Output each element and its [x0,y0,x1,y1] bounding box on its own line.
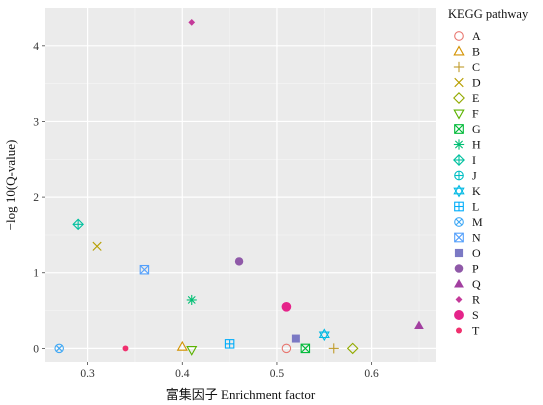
legend-label: E [472,91,479,105]
legend-key-f [453,109,465,120]
legend-label: K [472,184,481,198]
x-axis-title: 富集因子 Enrichment factor [166,387,316,402]
y-tick-label: 2 [33,192,39,204]
grid-major [45,8,436,362]
legend-key-n [454,232,464,243]
data-point-t [122,345,129,352]
data-point-l [224,339,235,349]
legend-item-d: D [454,76,481,90]
legend-key-e [453,92,465,104]
legend-label: B [472,45,480,59]
legend-item-i: I [453,153,476,167]
legend-label: G [472,122,481,136]
grid-minor [45,8,436,362]
legend-label: N [472,231,481,245]
legend-key-a [454,31,464,41]
legend-label: M [472,215,483,229]
data-point-b [176,340,188,351]
x-tick-label: 0.4 [175,368,190,380]
legend-label: A [472,29,481,43]
legend-item-e: E [453,91,479,105]
legend-item-f: F [453,107,479,121]
legend-item-j: J [454,169,477,183]
legend-item-l: L [454,200,479,214]
data-point-c [328,343,339,354]
data-point-m [54,343,64,354]
legend-label: P [472,262,479,276]
data-point-n [139,264,150,275]
plot-panel [45,8,436,362]
legend-item-g: G [454,122,481,136]
legend-label: Q [472,277,481,291]
legend-key-s [454,310,464,320]
legend-label: L [472,200,479,214]
legend-title: KEGG pathway [448,7,529,21]
legend-label: R [472,293,480,307]
legend-key-r [455,296,463,303]
legend-label: H [472,138,481,152]
y-axis-ticks: 0 1 2 3 4 [33,41,45,355]
legend-key-q [454,278,464,288]
x-tick-label: 0.6 [364,368,379,380]
legend-key-h [453,139,465,150]
legend-key-d [454,77,464,88]
data-point-a [281,343,292,354]
legend-key-i [453,154,465,166]
data-point-p [234,257,244,266]
legend-key-j [454,170,464,181]
legend-label: T [472,324,480,338]
legend-label: D [472,76,481,90]
data-point-o [291,334,300,343]
legend-label: J [472,169,477,183]
data-point-g [300,343,311,354]
legend-key-t [455,327,463,334]
legend-item-n: N [454,231,481,245]
legend-key-k [453,184,465,198]
legend-key-b [453,45,465,56]
legend-item-k: K [453,184,481,198]
data-point-f [186,345,198,356]
legend-key-l [454,201,464,212]
legend-item-r: R [455,293,480,307]
data-point-k [318,328,330,342]
data-points [54,19,424,356]
legend-key-m [454,217,464,227]
data-point-h [186,294,197,306]
legend-label: I [472,153,476,167]
x-axis-ticks: 0.3 0.4 0.5 0.6 [80,362,379,380]
legend-item-c: C [453,60,480,74]
legend-label: F [472,107,479,121]
legend-key-c [453,61,465,73]
data-point-r [188,19,196,26]
legend-item-m: M [454,215,483,229]
legend-item-q: Q [454,277,481,291]
y-axis-title: −log 10(Q-value) [3,140,18,231]
legend-item-b: B [453,45,480,59]
legend-label: C [472,60,480,74]
legend-item-o: O [454,246,481,260]
y-tick-label: 1 [33,268,39,280]
x-tick-label: 0.5 [270,368,285,380]
data-point-d [92,241,102,251]
legend-item-s: S [454,308,479,322]
y-tick-label: 0 [33,343,39,355]
data-point-i [72,218,84,231]
legend-item-a: A [454,29,481,43]
legend-label: S [472,308,479,322]
legend-item-h: H [453,138,481,152]
data-point-e [346,342,359,355]
legend-item-p: P [454,262,479,276]
y-tick-label: 3 [33,116,39,128]
legend-key-g [454,124,464,134]
y-tick-label: 4 [33,41,39,53]
legend-label: O [472,246,481,260]
data-point-s [281,301,292,312]
x-tick-label: 0.3 [80,368,95,380]
data-point-q [414,320,424,330]
legend-key-p [454,264,464,273]
legend-key-o [454,248,464,258]
legend-item-t: T [455,324,480,338]
